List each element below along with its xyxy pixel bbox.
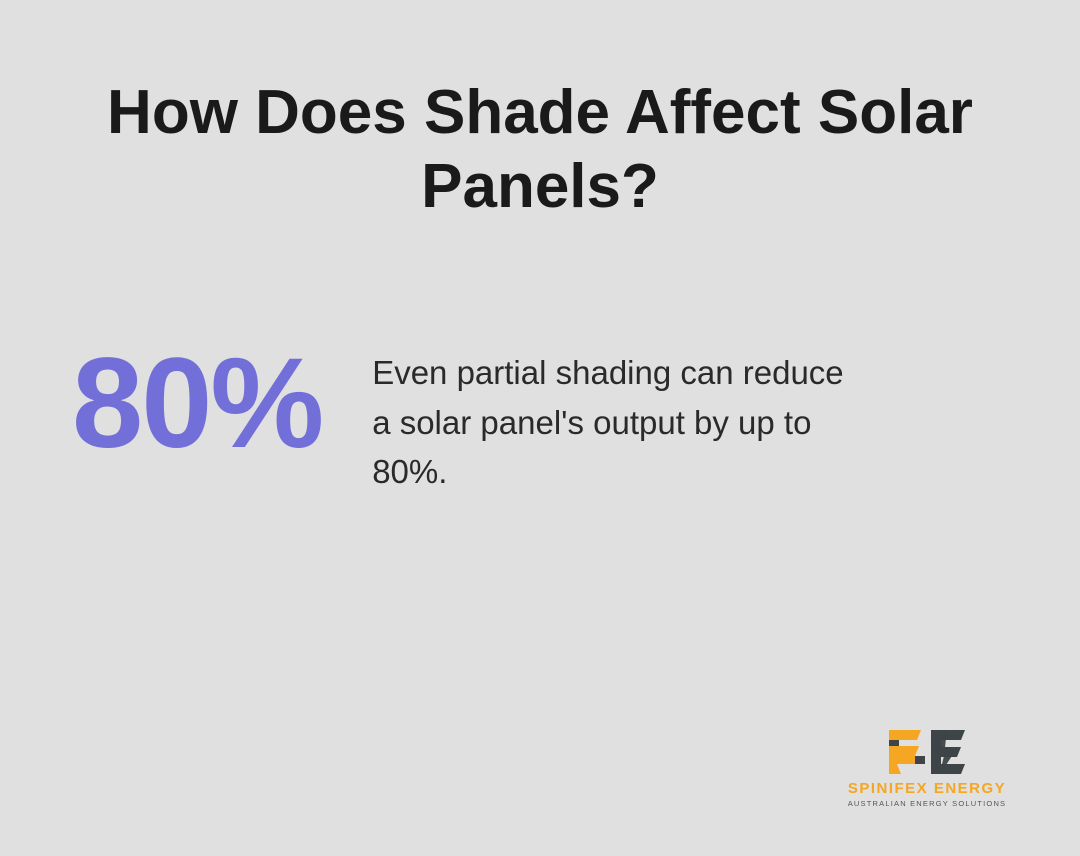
page-title: How Does Shade Affect Solar Panels? <box>90 76 990 225</box>
company-tagline: AUSTRALIAN ENERGY SOLUTIONS <box>832 799 1022 808</box>
company-logo: SPINIFEX ENERGY AUSTRALIAN ENERGY SOLUTI… <box>832 730 1022 808</box>
stat-description: Even partial shading can reduce a solar … <box>372 340 852 497</box>
stat-percent: 80% <box>72 340 322 468</box>
company-name: SPINIFEX ENERGY <box>832 780 1022 797</box>
stat-section: 80% Even partial shading can reduce a so… <box>72 340 1012 497</box>
logo-icon <box>887 730 967 774</box>
